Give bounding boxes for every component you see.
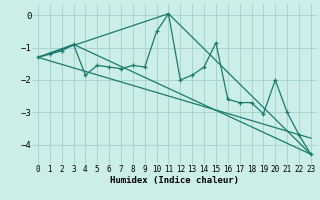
X-axis label: Humidex (Indice chaleur): Humidex (Indice chaleur) xyxy=(110,176,239,185)
